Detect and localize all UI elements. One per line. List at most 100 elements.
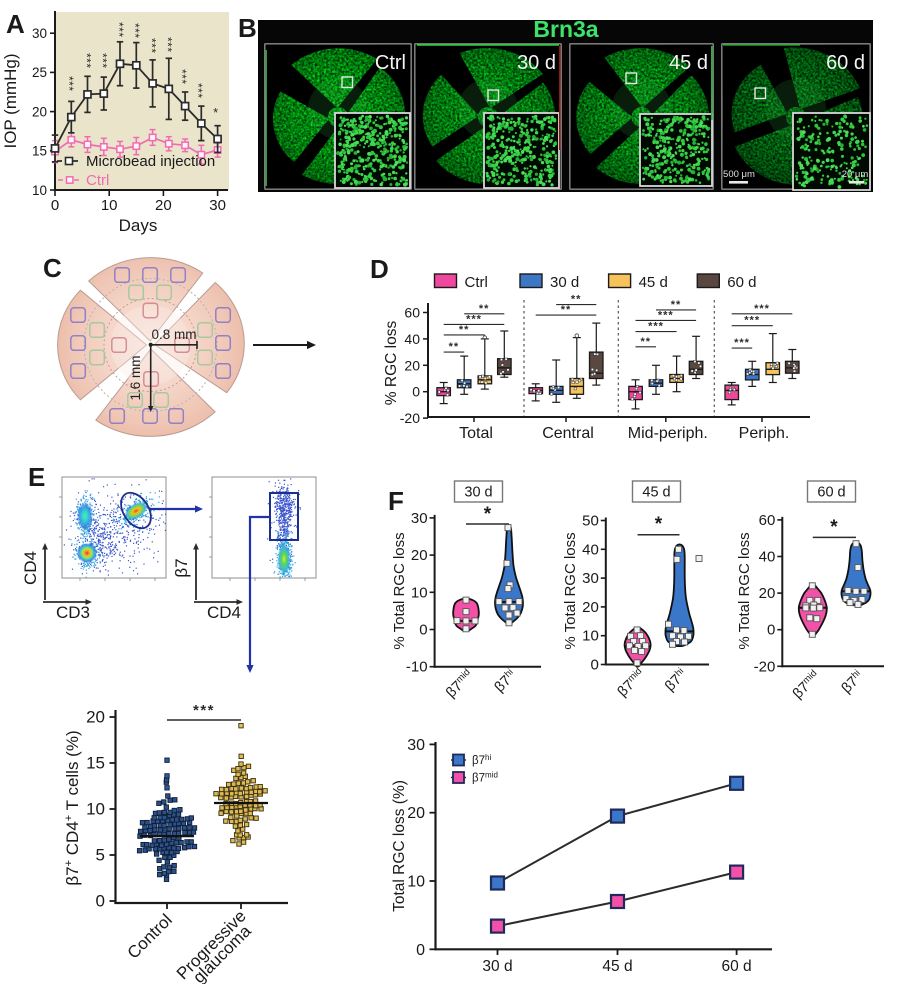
svg-text:30 d: 30 d	[517, 52, 556, 74]
svg-text:45 d: 45 d	[642, 485, 670, 501]
svg-text:10: 10	[32, 183, 47, 198]
svg-text:20: 20	[32, 104, 47, 119]
svg-text:45 d: 45 d	[639, 274, 668, 291]
svg-text:20: 20	[404, 357, 420, 373]
svg-text:***: ***	[128, 23, 142, 39]
svg-text:F: F	[388, 486, 404, 516]
svg-text:30: 30	[32, 26, 47, 41]
svg-text:Central: Central	[542, 425, 594, 442]
svg-text:10: 10	[101, 197, 118, 214]
svg-text:20: 20	[407, 805, 425, 822]
svg-text:30: 30	[209, 197, 226, 214]
svg-text:45 d: 45 d	[669, 52, 708, 74]
svg-text:% RGC loss: % RGC loss	[383, 321, 400, 406]
svg-text:**: **	[641, 336, 652, 348]
svg-text:Total: Total	[459, 425, 493, 442]
svg-text:60: 60	[404, 305, 420, 321]
svg-text:15: 15	[32, 144, 47, 159]
svg-text:500 μm: 500 μm	[723, 169, 755, 180]
svg-text:Microbead injection: Microbead injection	[86, 153, 215, 170]
svg-text:40: 40	[404, 331, 420, 347]
svg-text:β7hi: β7hi	[472, 753, 491, 767]
svg-text:***: ***	[175, 69, 189, 85]
svg-text:10: 10	[411, 584, 428, 601]
svg-text:*: *	[830, 517, 838, 538]
svg-text:20 μm: 20 μm	[842, 169, 869, 180]
svg-text:***: ***	[648, 321, 664, 333]
svg-text:***: ***	[734, 337, 750, 349]
svg-text:***: ***	[466, 313, 482, 325]
svg-text:20: 20	[582, 599, 599, 616]
svg-text:***: ***	[161, 37, 175, 53]
svg-text:**: **	[671, 299, 682, 311]
svg-text:0.8 mm: 0.8 mm	[151, 327, 196, 342]
svg-text:30 d: 30 d	[550, 274, 579, 291]
svg-text:% Total RGC loss: % Total RGC loss	[391, 532, 408, 649]
svg-text:D: D	[370, 254, 389, 284]
svg-text:30: 30	[411, 510, 428, 527]
svg-text:CD4: CD4	[21, 551, 40, 585]
svg-text:Mid-periph.: Mid-periph.	[628, 425, 708, 442]
svg-text:C: C	[43, 253, 62, 283]
svg-text:***: ***	[754, 303, 770, 315]
svg-text:60 d: 60 d	[826, 52, 865, 74]
svg-text:% Total RGC loss: % Total RGC loss	[562, 532, 579, 649]
svg-text:-20: -20	[400, 410, 420, 426]
svg-text:Brn3a: Brn3a	[533, 16, 598, 42]
svg-text:0: 0	[416, 942, 425, 959]
svg-text:30: 30	[407, 737, 425, 754]
svg-text:Ctrl: Ctrl	[465, 274, 488, 291]
svg-text:15: 15	[86, 754, 105, 773]
svg-text:20: 20	[759, 585, 776, 602]
svg-text:*: *	[484, 504, 492, 525]
svg-text:50: 50	[582, 513, 599, 530]
svg-text:Days: Days	[119, 216, 158, 235]
svg-text:45 d: 45 d	[602, 958, 632, 975]
svg-text:Ctrl: Ctrl	[86, 172, 109, 189]
svg-text:A: A	[6, 9, 25, 39]
svg-text:-20: -20	[754, 658, 776, 675]
svg-text:0: 0	[419, 622, 427, 639]
svg-text:***: ***	[62, 76, 76, 92]
svg-text:β7mid: β7mid	[472, 771, 498, 785]
svg-text:5: 5	[96, 846, 105, 865]
svg-text:40: 40	[582, 541, 599, 558]
svg-text:20: 20	[86, 708, 105, 727]
svg-text:0: 0	[590, 657, 598, 674]
svg-text:1.6 mm: 1.6 mm	[128, 355, 143, 400]
svg-text:60 d: 60 d	[727, 274, 756, 291]
svg-text:0: 0	[51, 197, 59, 214]
svg-text:CD4: CD4	[207, 603, 241, 622]
svg-text:30 d: 30 d	[464, 485, 492, 501]
svg-text:β7: β7	[172, 558, 191, 577]
svg-text:10: 10	[86, 800, 105, 819]
svg-text:***: ***	[80, 53, 94, 69]
svg-text:***: ***	[96, 53, 110, 69]
svg-text:30: 30	[582, 570, 599, 587]
svg-text:Ctrl: Ctrl	[375, 52, 406, 74]
svg-text:0: 0	[767, 622, 775, 639]
svg-text:B: B	[238, 13, 257, 43]
svg-text:10: 10	[582, 628, 599, 645]
svg-text:β7+ CD4+ T cells (%): β7+ CD4+ T cells (%)	[63, 730, 82, 885]
svg-text:20: 20	[155, 197, 172, 214]
svg-text:**: **	[459, 324, 470, 336]
svg-text:**: **	[449, 341, 460, 353]
svg-text:IOP (mmHg): IOP (mmHg)	[1, 53, 20, 148]
svg-text:25: 25	[32, 65, 47, 80]
svg-text:30 d: 30 d	[482, 958, 512, 975]
svg-text:0: 0	[96, 892, 105, 911]
svg-text:**: **	[571, 294, 582, 306]
svg-text:***: ***	[112, 22, 126, 38]
svg-text:10: 10	[407, 874, 425, 891]
svg-text:CD3: CD3	[56, 603, 90, 622]
svg-text:60 d: 60 d	[722, 958, 752, 975]
svg-text:40: 40	[759, 549, 776, 566]
svg-text:0: 0	[412, 384, 420, 400]
svg-text:20: 20	[411, 547, 428, 564]
svg-text:*: *	[655, 514, 663, 535]
svg-text:-10: -10	[406, 659, 428, 676]
svg-text:Periph.: Periph.	[739, 425, 790, 442]
svg-text:***: ***	[658, 309, 674, 321]
svg-text:***: ***	[744, 315, 760, 327]
